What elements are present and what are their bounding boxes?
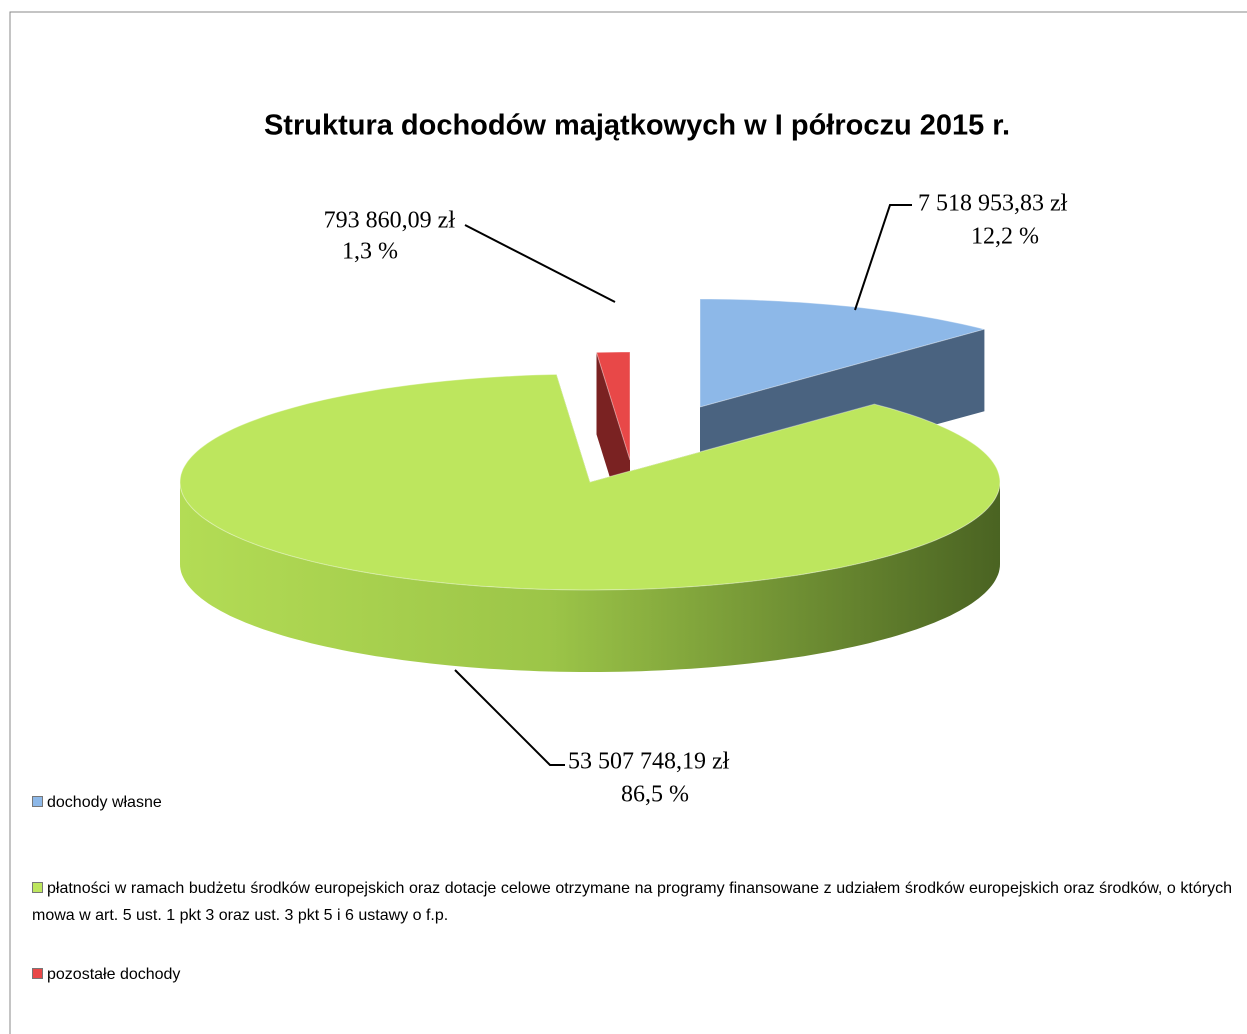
legend-swatch: [32, 882, 43, 893]
legend-item: dochody własne: [32, 789, 1232, 816]
pie: [179, 298, 1001, 672]
value-label: 1,3 %: [342, 239, 398, 265]
leader-line: [854, 204, 912, 311]
legend-label: dochody własne: [47, 794, 162, 811]
slice: [595, 351, 631, 461]
slice: [699, 298, 987, 408]
leader-line: [454, 669, 565, 766]
legend-item: pozostałe dochody: [32, 961, 1232, 988]
value-label: 86,5 %: [621, 782, 689, 808]
amount-label: 7 518 953,83 zł: [918, 191, 1068, 217]
amount-label: 793 860,09 zł: [324, 208, 456, 234]
legend-label: pozostałe dochody: [47, 966, 181, 983]
legend-label: płatności w ramach budżetu środków europ…: [32, 880, 1232, 924]
leader-line: [464, 224, 616, 303]
legend-swatch: [32, 968, 43, 979]
outer-wall: [180, 482, 1000, 672]
amount-label: 53 507 748,19 zł: [568, 749, 730, 775]
value-label: 12,2 %: [971, 224, 1039, 250]
legend-item: płatności w ramach budżetu środków europ…: [32, 875, 1232, 929]
legend-swatch: [32, 796, 43, 807]
frame: [9, 11, 1247, 1034]
slice: [179, 373, 1001, 591]
chart-title: Struktura dochodów majątkowych w I półro…: [264, 110, 1010, 142]
